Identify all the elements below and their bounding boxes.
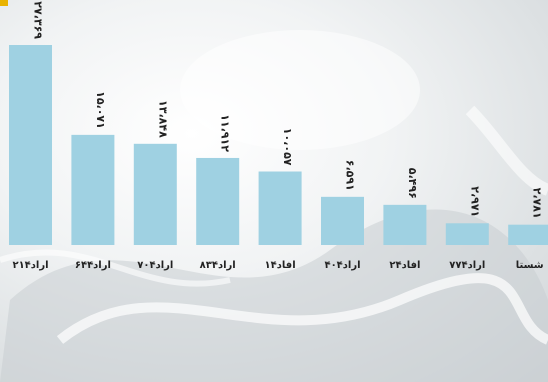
category-label: اراد۷۰۴ [137, 260, 173, 271]
bar [9, 45, 52, 245]
category-label: اراد۶۴۴ [75, 260, 111, 271]
bar-value-label: ۱۳،۸۴۸ [156, 100, 169, 138]
category-label: اراد۲۱۴ [12, 260, 48, 271]
bar-value-label: ۱۵،۰۷۱ [94, 91, 107, 129]
category-label: اراد۷۷۴ [449, 260, 485, 271]
category-label: افاد۱۴ [265, 260, 296, 271]
bar [259, 172, 302, 245]
category-label: شستا [516, 260, 544, 271]
bar-value-label: ۱۰،۰۵۷ [281, 128, 294, 166]
bar-value-label: ۵،۴۹۶ [406, 168, 419, 199]
bar [321, 197, 364, 245]
category-label: افاد۲۴ [389, 260, 420, 271]
bar [383, 205, 426, 245]
bar-value-label: ۲۷،۳۶۹ [32, 1, 45, 39]
bar [508, 225, 548, 245]
bar-value-label: ۶،۵۹۱ [344, 160, 357, 191]
bar [446, 223, 489, 245]
bar-value-label: ۲،۹۷۱ [468, 186, 481, 217]
bar [134, 144, 177, 245]
bar-value-label: ۲،۷۸۱ [531, 188, 544, 219]
category-label: اراد۸۳۴ [200, 260, 236, 271]
bar [71, 135, 114, 245]
bar [196, 158, 239, 245]
category-label: اراد۴۰۴ [324, 260, 360, 271]
bar-value-label: ۱۱،۹۱۲ [219, 114, 232, 152]
